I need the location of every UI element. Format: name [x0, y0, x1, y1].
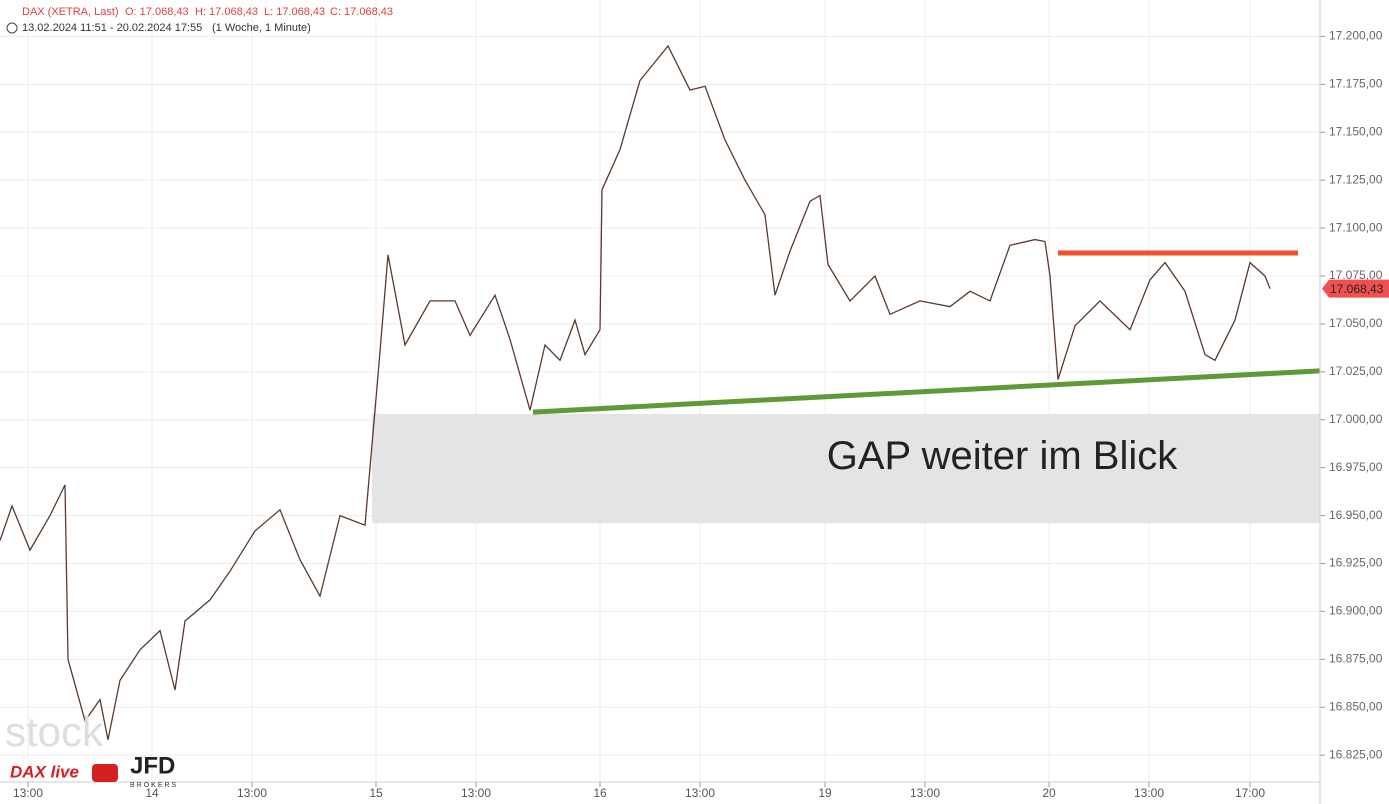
high: H: 17.068,43	[195, 6, 258, 18]
y-tick-label: 16.825,00	[1329, 747, 1383, 761]
logos: stock DAX live JFD BROKERS	[5, 708, 178, 789]
symbol: DAX (XETRA, Last)	[22, 6, 119, 18]
gap-zone	[372, 414, 1320, 524]
clock-icon	[6, 22, 18, 34]
x-tick-label: 15	[369, 786, 383, 800]
low: L: 17.068,43	[264, 6, 325, 18]
support-line	[532, 368, 1321, 415]
y-tick-label: 17.100,00	[1329, 220, 1383, 234]
x-tick-label: 20	[1042, 786, 1056, 800]
y-tick-label: 17.000,00	[1329, 412, 1383, 426]
price-layer	[0, 44, 1271, 740]
gap-label: GAP weiter im Blick	[827, 434, 1178, 478]
y-tick-label: 17.050,00	[1329, 316, 1383, 330]
close: C: 17.068,43	[330, 6, 393, 18]
y-tick-label: 17.025,00	[1329, 364, 1383, 378]
x-tick-label: 16	[593, 786, 607, 800]
zone-layer: GAP weiter im Blick	[372, 414, 1320, 524]
header: DAX (XETRA, Last) O: 17.068,43 H: 17.068…	[6, 6, 393, 34]
y-tick-label: 16.850,00	[1329, 699, 1383, 713]
x-tick-label: 13:00	[461, 786, 491, 800]
x-tick-label: 13:00	[13, 786, 43, 800]
x-tick-label: 19	[818, 786, 832, 800]
y-tick-label: 17.125,00	[1329, 172, 1383, 186]
x-tick-label: 13:00	[237, 786, 267, 800]
trend-lines	[532, 250, 1321, 415]
broker-logo: JFD	[130, 752, 175, 779]
open: O: 17.068,43	[125, 6, 189, 18]
period: (1 Woche, 1 Minute)	[212, 22, 311, 34]
y-tick-label: 16.950,00	[1329, 508, 1383, 522]
y-tick-label: 17.150,00	[1329, 124, 1383, 138]
y-tick-label: 16.875,00	[1329, 652, 1383, 666]
y-tick-label: 17.175,00	[1329, 77, 1383, 91]
date-range: 13.02.2024 11:51 - 20.02.2024 17:55	[22, 22, 202, 34]
play-icon	[92, 764, 118, 782]
axes: 16.825,00 16.850,00 16.875,00 16.900,00 16.9…	[13, 29, 1389, 800]
y-tick-label: 16.975,00	[1329, 460, 1383, 474]
dax-live-logo: DAX live	[10, 762, 79, 781]
x-tick-label: 13:00	[1134, 786, 1164, 800]
y-tick-label: 17.200,00	[1329, 29, 1383, 43]
grid	[0, 0, 1320, 782]
x-tick-label: 13:00	[910, 786, 940, 800]
stock-logo: stock	[5, 708, 104, 755]
x-tick-label: 17:00	[1235, 786, 1265, 800]
last-price-tag	[1322, 279, 1389, 298]
x-tick-label: 13:00	[685, 786, 715, 800]
broker-sub: BROKERS	[130, 782, 178, 789]
x-tick-label: 14	[145, 786, 159, 800]
y-tick-label: 17.075,00	[1329, 268, 1383, 282]
y-tick-label: 16.900,00	[1329, 604, 1383, 618]
price-line	[0, 44, 1271, 740]
y-tick-label: 16.925,00	[1329, 556, 1383, 570]
last-price-label: 17.068,43	[1330, 282, 1384, 296]
